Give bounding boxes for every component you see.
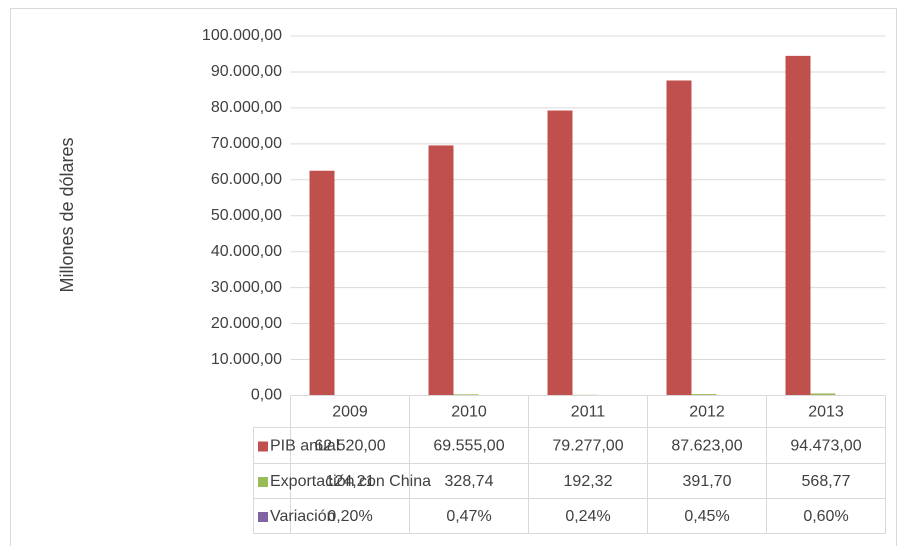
x-tick-label: 2011 xyxy=(571,404,606,421)
x-tick-label: 2013 xyxy=(808,404,844,421)
x-tick-label: 2012 xyxy=(689,404,725,421)
data-label: 87.623,00 xyxy=(671,438,742,455)
data-label: 0,47% xyxy=(446,508,491,525)
data-label: 568,77 xyxy=(802,473,851,490)
y-tick-label: 10.000,00 xyxy=(211,351,282,368)
legend-swatch xyxy=(258,512,268,522)
data-label: 0,60% xyxy=(803,508,848,525)
data-label: 192,32 xyxy=(564,473,613,490)
data-label: 79.277,00 xyxy=(552,438,623,455)
bar xyxy=(810,393,836,396)
data-label: 69.555,00 xyxy=(433,438,504,455)
legend-swatch xyxy=(258,441,268,452)
bar xyxy=(428,145,454,396)
y-axis-label: Millones de dólares xyxy=(57,137,77,292)
y-tick-label: 100.000,00 xyxy=(202,27,282,44)
x-tick-label: 2010 xyxy=(451,404,487,421)
data-label: 0,24% xyxy=(565,508,610,525)
legend-label: PIB anual xyxy=(270,438,339,455)
bar xyxy=(309,170,335,396)
bar xyxy=(547,110,573,396)
y-tick-label: 40.000,00 xyxy=(211,243,282,260)
data-label: 391,70 xyxy=(683,473,732,490)
y-tick-label: 60.000,00 xyxy=(211,171,282,188)
legend-label: Variación xyxy=(270,508,336,525)
data-label: 328,74 xyxy=(445,473,494,490)
data-label: 124,21 xyxy=(326,473,375,490)
x-tick-label: 2009 xyxy=(332,404,368,421)
y-tick-label: 80.000,00 xyxy=(211,99,282,116)
y-tick-label: 70.000,00 xyxy=(211,135,282,152)
data-label: 0,45% xyxy=(684,508,729,525)
y-tick-label: 50.000,00 xyxy=(211,207,282,224)
bar xyxy=(785,55,811,396)
data-label: 0,20% xyxy=(327,508,372,525)
y-tick-label: 30.000,00 xyxy=(211,279,282,296)
y-tick-label: 20.000,00 xyxy=(211,315,282,332)
legend-label: Exportación con China xyxy=(270,473,431,490)
bar xyxy=(666,80,692,396)
bar xyxy=(691,394,717,396)
y-tick-label: 90.000,00 xyxy=(211,63,282,80)
legend-swatch xyxy=(258,477,268,487)
chart-frame xyxy=(10,8,897,546)
y-tick-label: 0,00 xyxy=(251,387,282,404)
data-label: 62.520,00 xyxy=(314,438,385,455)
data-label: 94.473,00 xyxy=(790,438,861,455)
bar xyxy=(453,394,479,396)
